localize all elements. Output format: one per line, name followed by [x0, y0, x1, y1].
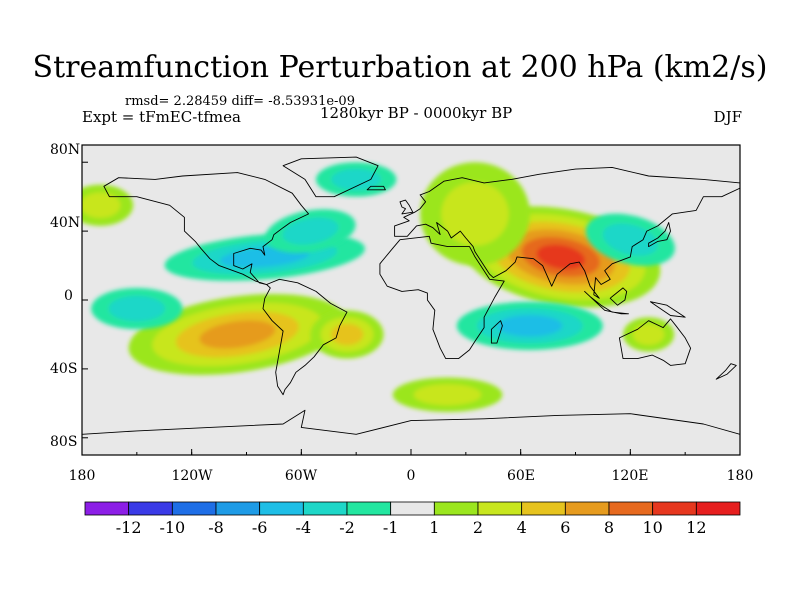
colorbar-label: 4 [516, 518, 527, 537]
coastline-greenland [282, 156, 379, 198]
plot-area [82, 145, 740, 455]
field-indian-ocean-negative [456, 301, 603, 350]
field-band [199, 320, 276, 349]
lat-label-0: 0 [64, 288, 73, 304]
colorbar-swatch [259, 501, 304, 516]
coastline-north-america [103, 172, 310, 285]
colorbar-swatch [564, 501, 610, 516]
field-band [413, 384, 482, 406]
lon-label-180w: 180 [68, 468, 96, 484]
field-equatorial-pacific-negative [91, 287, 183, 330]
colorbar-swatch [128, 501, 173, 516]
period-label: 1280kyr BP - 0000kyr BP [320, 104, 513, 122]
colorbar-swatch [477, 501, 523, 516]
colorbar-swatch [521, 501, 566, 516]
field-band [331, 168, 381, 191]
lon-label-120w: 120W [171, 468, 213, 484]
coastline-new-guinea [649, 301, 686, 318]
season-label: DJF [713, 108, 742, 126]
stats-text: rmsd= 2.28459 diff= -8.53931e-09 [125, 94, 355, 109]
coastline-antarctica [82, 409, 740, 455]
field-band [108, 295, 165, 322]
field-north-atlantic-negative [265, 209, 356, 253]
lat-label-40n: 40N [50, 215, 81, 231]
field-north-pacific-positive [82, 184, 134, 226]
coastline-indonesia [584, 290, 629, 315]
lat-label-80n: 80N [50, 142, 81, 158]
colorbar-swatch [608, 501, 654, 516]
field-band [330, 323, 364, 346]
colorbar-label: -12 [115, 518, 142, 537]
colorbar-label: -8 [208, 518, 224, 537]
colorbar-swatch [302, 501, 348, 516]
field-arctic-negative [315, 162, 397, 197]
lat-label-40s: 40S [50, 361, 78, 377]
field-band [282, 217, 339, 245]
colorbar-label: 12 [686, 518, 707, 537]
figure-title: Streamfunction Perturbation at 200 hPa (… [32, 50, 768, 85]
coastline-madagascar [490, 320, 503, 344]
colorbar-label: -1 [382, 518, 399, 537]
lon-label-180e: 180 [726, 468, 754, 484]
coastline-australia [618, 318, 692, 366]
colorbar-swatch [433, 501, 479, 516]
field-north-africa-europe-positive [420, 162, 530, 266]
colorbar-label: 8 [603, 518, 615, 537]
coastline-britain [399, 199, 414, 215]
coastline-japan [648, 222, 671, 248]
colorbar-label: 1 [429, 518, 440, 537]
colorbar-swatch [346, 501, 392, 516]
coastlines [82, 156, 740, 455]
colorbar-swatch [171, 501, 217, 516]
contour-fields [82, 162, 675, 412]
lon-label-120e: 120E [611, 468, 649, 484]
lat-label-80s: 80S [50, 434, 78, 450]
field-south-atlantic-positive [310, 310, 384, 359]
coastline-iceland [366, 185, 386, 191]
field-band [602, 223, 658, 256]
colorbar-label: 6 [560, 518, 571, 537]
field-south-indian-ocean-positive [392, 377, 503, 412]
field-band [632, 323, 665, 346]
axis-ticks [81, 161, 741, 455]
field-band [82, 192, 121, 218]
field-australia-positive [623, 317, 675, 352]
coastline-new-zealand [715, 363, 737, 380]
coastline-eurasia [394, 166, 740, 299]
field-band [441, 182, 509, 246]
lon-label-60w: 60W [284, 468, 318, 484]
colorbar-label: -10 [159, 518, 186, 537]
colorbar-swatch [695, 501, 741, 516]
coastline-south-america [262, 278, 348, 396]
lon-label-60e: 60E [506, 468, 536, 484]
colorbar-label: 10 [642, 518, 663, 537]
field-band [497, 315, 563, 337]
lon-label-0: 0 [406, 468, 416, 484]
experiment-label: Expt = tFmEC-tfmea [82, 108, 241, 126]
colorbar-swatch [215, 501, 261, 516]
colorbar [84, 501, 741, 516]
colorbar-swatch [652, 501, 697, 516]
field-west-pacific-negative [585, 213, 675, 266]
colorbar-label: -4 [295, 518, 312, 537]
colorbar-label: 2 [472, 518, 484, 537]
coastline-africa [379, 235, 505, 360]
colorbar-label: -6 [251, 518, 268, 537]
colorbar-swatch [84, 501, 130, 516]
colorbar-label: -2 [339, 518, 355, 537]
colorbar-swatch [390, 501, 435, 516]
coastline-borneo [609, 287, 628, 306]
